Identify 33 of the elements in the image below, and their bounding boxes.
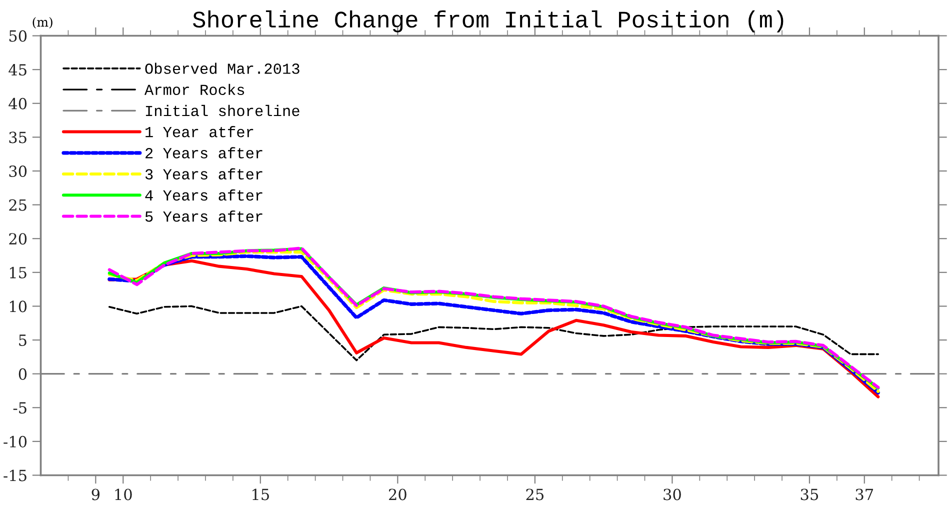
y-tick-label: -10: [4, 436, 27, 448]
legend-label: Initial shoreline: [146, 104, 300, 116]
x-tick-label: 20: [388, 488, 406, 500]
legend-label: 5 Years after: [145, 210, 262, 222]
legend-label: 4 Years after: [145, 189, 262, 201]
y-tick-label: 20: [9, 233, 27, 245]
y-axis-title: (m): [32, 17, 52, 29]
y-tick-label: -15: [4, 470, 26, 482]
y-tick-label: 40: [8, 98, 27, 110]
y-tick-label: 50: [9, 30, 27, 42]
legend-label: 1 Year atfer: [146, 126, 254, 138]
legend-label: 2 Years after: [146, 147, 262, 158]
x-tick-label: 25: [526, 488, 544, 500]
x-tick-label: 30: [664, 488, 681, 500]
y-tick-label: 45: [8, 64, 26, 76]
x-tick-label: 9: [92, 488, 100, 500]
x-tick-label: 35: [800, 488, 818, 500]
y-tick-label: 30: [9, 165, 27, 178]
y-tick-label: 35: [9, 132, 26, 144]
legend-label: Armor Rocks: [144, 84, 244, 96]
y-tick-label: 5: [19, 334, 26, 346]
x-tick-label: 15: [252, 488, 269, 500]
y-tick-label: -5: [13, 402, 26, 414]
line-series: [108, 305, 880, 362]
y-tick-label: 0: [18, 368, 27, 380]
chart-title: Shoreline Change from Initial Position (m): [192, 10, 784, 32]
y-tick-label: 10: [10, 300, 27, 312]
x-tick-label: 10: [115, 488, 132, 500]
y-tick-label: 15: [10, 266, 26, 278]
legend-label: Observed Mar.2013: [145, 62, 300, 74]
legend-label: 3 Years after: [145, 168, 262, 180]
x-tick-label: 37: [856, 488, 874, 500]
y-tick-label: 25: [9, 199, 26, 211]
